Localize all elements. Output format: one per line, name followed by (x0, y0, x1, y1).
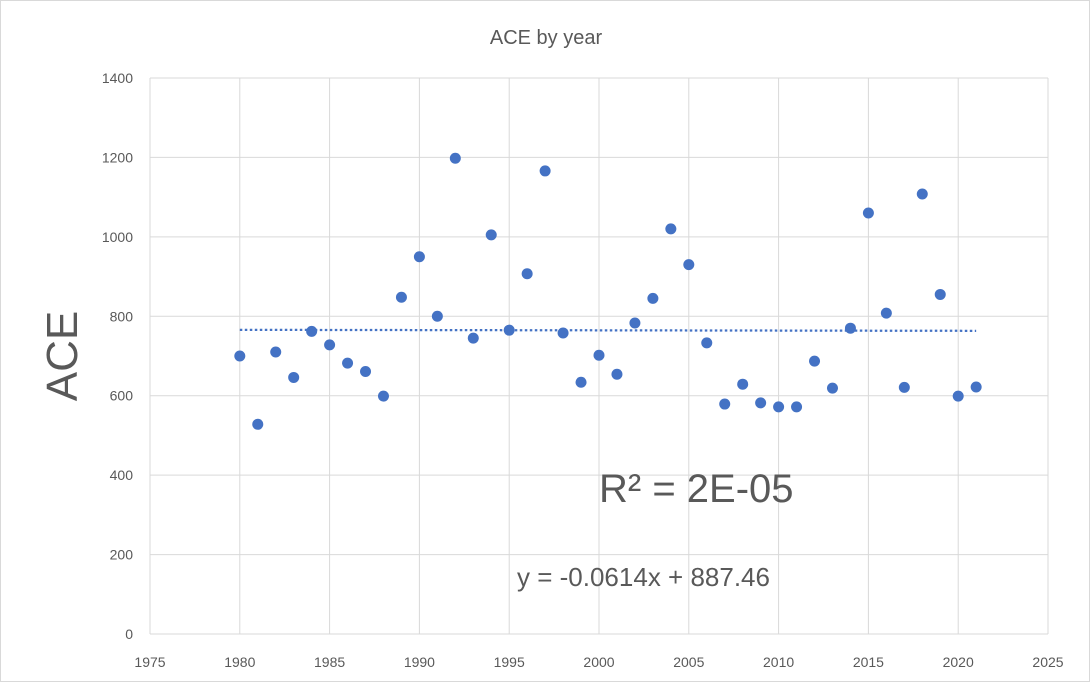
data-point (791, 401, 803, 413)
data-point (880, 307, 892, 319)
data-point (629, 317, 641, 329)
data-point (557, 327, 569, 339)
data-points (234, 152, 982, 430)
y-tick-label: 600 (110, 388, 134, 404)
data-point (898, 381, 910, 393)
trendline-equation-label: y = -0.0614x + 887.46 (517, 562, 770, 592)
x-tick-label: 1990 (404, 654, 435, 670)
data-point (467, 332, 479, 344)
data-point (701, 337, 713, 349)
data-point (683, 259, 695, 271)
data-point (809, 355, 821, 367)
x-tick-label: 1975 (134, 654, 165, 670)
data-point (719, 398, 731, 410)
data-point (611, 368, 623, 380)
data-point (773, 401, 785, 413)
data-point (952, 390, 964, 402)
chart-title: ACE by year (490, 27, 603, 49)
data-point (449, 152, 461, 164)
data-point (826, 382, 838, 394)
data-point (234, 350, 246, 362)
data-point (485, 229, 497, 241)
x-tick-label: 1995 (494, 654, 525, 670)
y-axis-label: ACE (38, 311, 87, 401)
x-tick-label: 2010 (763, 654, 794, 670)
data-point (252, 418, 264, 430)
y-tick-label: 800 (110, 308, 134, 324)
data-point (575, 376, 587, 388)
data-point (665, 223, 677, 235)
y-tick-label: 200 (110, 547, 134, 563)
y-tick-label: 1000 (102, 229, 133, 245)
x-tick-label: 2015 (853, 654, 884, 670)
data-point (844, 322, 856, 334)
data-point (288, 371, 300, 383)
x-tick-label: 1985 (314, 654, 345, 670)
data-point (539, 165, 551, 177)
data-point (737, 378, 749, 390)
x-tick-label: 1980 (224, 654, 255, 670)
data-point (324, 339, 336, 351)
data-point (593, 349, 605, 361)
y-tick-label: 400 (110, 467, 134, 483)
data-point (755, 397, 767, 409)
data-point (521, 268, 533, 280)
data-point (862, 207, 874, 219)
data-point (342, 357, 354, 369)
data-point (306, 325, 318, 337)
data-point (377, 390, 389, 402)
data-point (647, 292, 659, 304)
y-tick-label: 1200 (102, 149, 133, 165)
data-point (270, 346, 282, 358)
data-point (395, 291, 407, 303)
r-squared-label: R² = 2E-05 (599, 467, 794, 511)
x-tick-label: 2005 (673, 654, 704, 670)
y-tick-label: 1400 (102, 70, 133, 86)
data-point (916, 188, 928, 200)
data-point (413, 251, 425, 263)
x-axis-ticks: 1975 1980 1985 1990 1995 2000 2005 2010 2015 2020… (134, 654, 1063, 670)
y-axis-ticks: 0 200 400 600 800 1000 1200 1400 (102, 70, 133, 642)
data-point (360, 365, 372, 377)
x-tick-label: 2025 (1032, 654, 1063, 670)
x-tick-label: 2000 (583, 654, 614, 670)
data-point (503, 324, 515, 336)
data-point (970, 381, 982, 393)
trendline (239, 328, 977, 332)
data-point (934, 288, 946, 300)
y-tick-label: 0 (125, 626, 133, 642)
x-tick-label: 2020 (943, 654, 974, 670)
data-point (431, 310, 443, 322)
